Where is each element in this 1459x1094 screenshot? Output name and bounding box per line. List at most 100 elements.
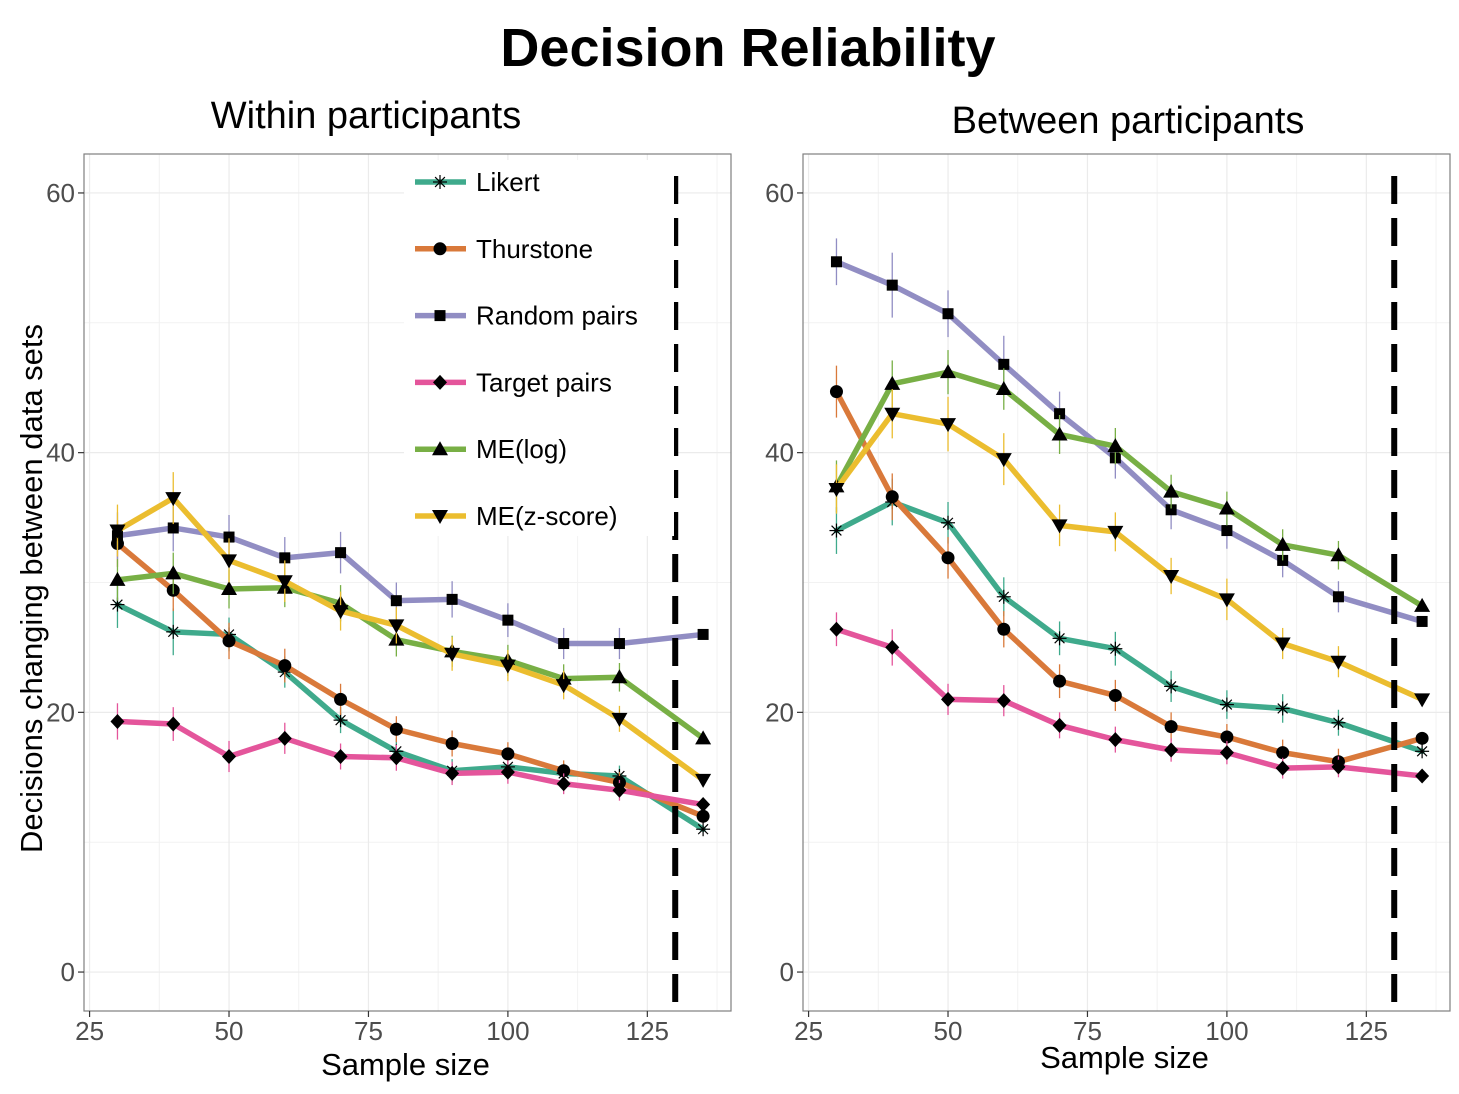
x-tick-label: 100 [486,1016,529,1046]
data-point-marker [996,693,1011,709]
data-point-marker [389,750,404,766]
legend-item-target-pairs: Target pairs [415,367,612,397]
legend-item-me-log: ME(log) [415,434,567,464]
data-point-marker [829,523,844,538]
data-point-marker [446,593,458,605]
x-tick-label: 75 [1073,1016,1102,1046]
data-point-marker [276,575,293,590]
data-point-marker [557,764,571,778]
data-point-marker [221,580,238,595]
data-point-marker [828,483,845,498]
data-point-marker [110,713,125,729]
data-point-marker [941,515,956,530]
legend-marker [434,310,446,322]
data-point-marker [109,571,126,586]
legend-item-random-pairs: Random pairs [415,301,638,331]
data-point-marker [1108,688,1122,702]
legend-label: Target pairs [476,367,612,397]
legend: Likert Thurstone Random pairs Target pairs M… [404,160,674,536]
data-point-marker [1330,655,1347,670]
data-point-marker [1414,597,1431,612]
data-point-marker [223,531,235,543]
data-point-marker [165,492,182,507]
data-point-marker [830,256,842,268]
data-point-marker [332,605,349,620]
data-point-marker [1415,768,1430,784]
data-point-marker [940,418,957,433]
data-point-marker [1052,717,1067,733]
data-point-marker [1108,732,1123,748]
data-point-marker [222,634,236,648]
data-point-marker [829,621,844,637]
data-point-marker [1107,525,1124,540]
x-tick-label: 50 [215,1016,244,1046]
data-point-marker [884,375,901,390]
series-line [833,388,1425,765]
y-tick-label: 60 [46,178,75,208]
series-target-pairs [110,703,711,813]
series-me-log [828,350,1431,612]
series-likert [110,581,711,837]
x-tick-label: 25 [75,1016,104,1046]
data-point-marker [1054,408,1066,420]
data-point-marker [1416,615,1428,627]
data-point-marker [389,722,403,736]
y-tick-label: 60 [765,178,794,208]
data-point-marker [556,776,571,792]
legend-marker [432,441,448,456]
legend-label: Likert [476,167,540,197]
y-tick-label: 0 [61,957,75,987]
data-point-marker [1053,674,1067,688]
data-point-marker [333,748,348,764]
data-point-marker [941,691,956,707]
data-point-marker [940,364,957,379]
data-point-marker [613,638,625,650]
x-tick-label: 125 [1345,1016,1388,1046]
legend-label: ME(log) [476,434,567,464]
data-point-marker [1330,547,1347,562]
series-thurstone [829,365,1429,775]
data-point-marker [1165,504,1177,516]
series-target-pairs [829,612,1430,784]
data-point-marker [1164,720,1178,734]
data-point-marker [1107,438,1124,453]
data-point-marker [1108,641,1123,656]
data-point-marker [390,595,402,607]
series-likert [829,478,1430,759]
data-point-marker [1163,570,1180,585]
data-point-marker [886,279,898,291]
data-point-marker [388,619,405,634]
data-point-marker [499,659,516,674]
data-point-marker [885,639,900,655]
data-point-marker [612,782,627,798]
data-point-marker [221,554,238,569]
legend-marker [433,242,447,256]
data-point-marker [611,669,628,684]
data-point-marker [1218,500,1235,515]
y-axis-label: Decisions changing between data sets [14,324,49,853]
data-point-marker [697,628,709,640]
data-point-marker [998,358,1010,370]
panel-border [802,153,1451,1012]
data-point-marker [696,809,710,823]
data-point-marker [885,490,899,504]
data-point-marker [110,597,125,612]
data-point-marker [502,614,514,626]
data-point-marker [829,385,843,399]
data-point-marker [222,748,237,764]
legend-label: Thurstone [476,234,593,264]
legend-marker [433,374,447,390]
data-point-marker [1331,715,1346,730]
between-participants-panel: Between participants 25 50 75 100 125 0 20 40 60 S… [765,100,1451,1075]
series-me-z-score [828,389,1431,708]
data-point-marker [500,764,515,780]
legend-background [404,160,674,536]
data-point-marker [167,522,179,534]
data-point-marker [333,713,348,728]
data-point-marker [695,730,712,745]
data-point-marker [1276,746,1290,760]
data-point-marker [995,381,1012,396]
legend-item-likert: Likert [415,167,540,197]
data-point-marker [1052,631,1067,646]
